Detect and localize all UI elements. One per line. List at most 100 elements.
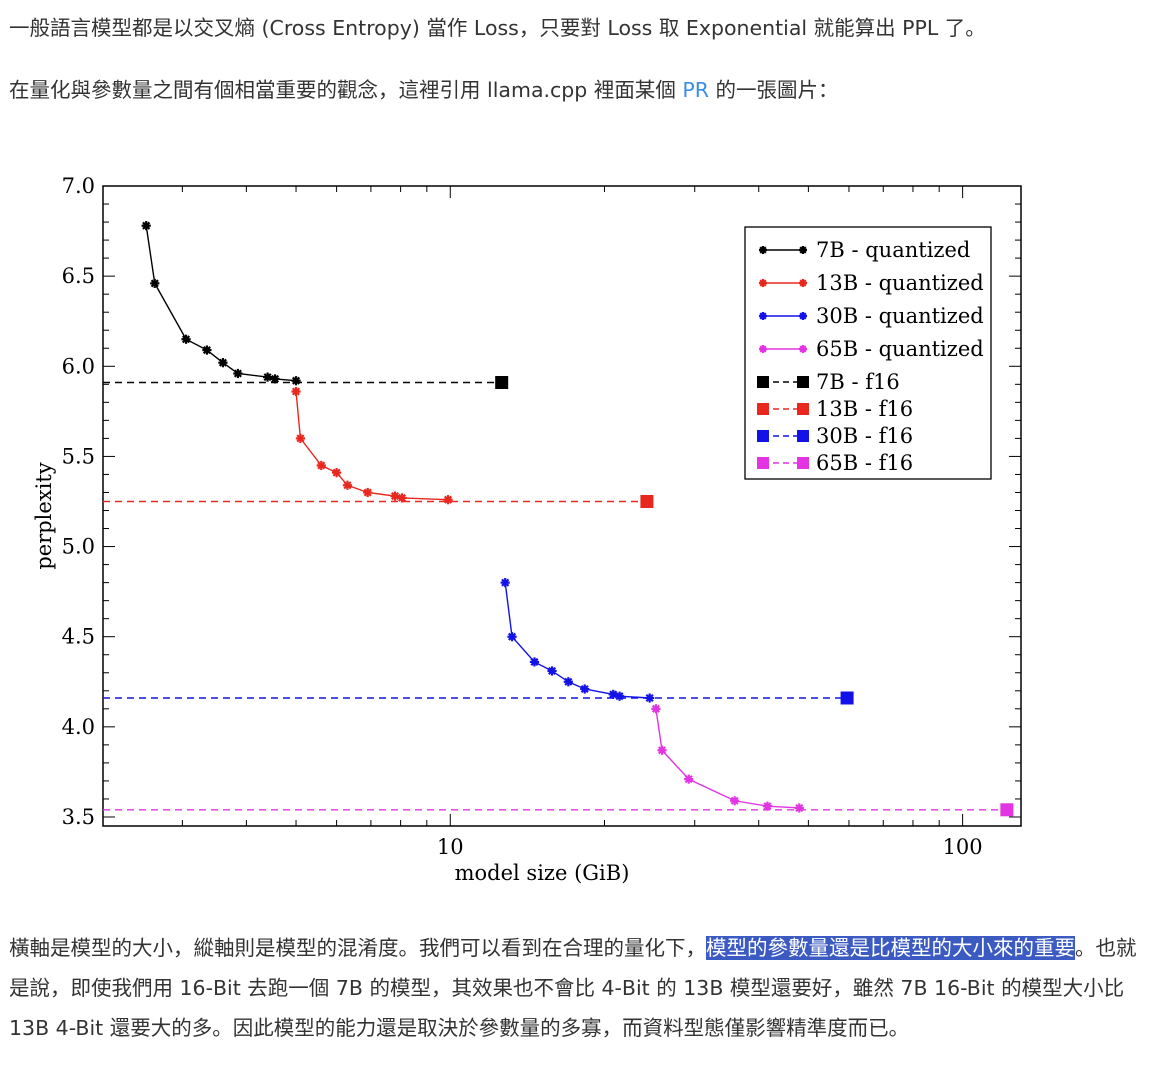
data-point <box>500 578 510 588</box>
legend-marker <box>799 312 807 320</box>
series-13b-quantized <box>291 386 453 505</box>
paragraph-conclusion-tail: 。也就是說，即使我們用 16-Bit 去跑一個 7B 的模型，其效果也不會比 4… <box>9 936 1137 1040</box>
data-point-square <box>1000 803 1014 817</box>
data-point <box>507 632 517 642</box>
data-point <box>181 334 191 344</box>
data-point <box>390 491 400 501</box>
y-tick-label: 4.5 <box>62 625 95 649</box>
data-point <box>233 368 243 379</box>
data-point <box>363 487 373 498</box>
x-tick-label: 100 <box>943 835 983 859</box>
series-layer <box>103 221 1014 817</box>
data-point <box>651 704 661 714</box>
paragraph-conclusion-text: 橫軸是模型的大小，縱軸則是模型的混淆度。我們可以看到在合理的量化下， <box>9 936 706 960</box>
data-point <box>331 468 342 478</box>
series-line <box>145 225 297 382</box>
data-point <box>218 358 228 368</box>
data-point <box>580 684 590 694</box>
legend-marker <box>759 246 767 254</box>
legend-label: 13B - f16 <box>816 397 913 421</box>
legend-box <box>744 226 992 480</box>
tick-labels: 3.5 4.0 4.5 5.0 5.5 6.0 6.5 7.0 10 100 <box>62 174 983 859</box>
legend-marker <box>797 403 809 415</box>
legend-label: 30B - f16 <box>816 424 913 448</box>
paragraph-reference-text: 在量化與參數量之間有個相當重要的觀念，這裡引用 llama.cpp 裡面某個 <box>9 78 683 102</box>
legend-marker <box>759 279 767 287</box>
data-point <box>529 657 540 667</box>
data-point-square <box>640 494 654 508</box>
y-axis-label: perplexity <box>32 462 56 569</box>
data-point <box>295 433 306 443</box>
y-tick-label: 6.0 <box>62 354 95 378</box>
x-tick-label: 10 <box>437 835 464 859</box>
paragraph-reference: 在量化與參數量之間有個相當重要的觀念，這裡引用 llama.cpp 裡面某個 P… <box>9 70 839 110</box>
data-point <box>443 495 453 505</box>
y-tick-label: 3.5 <box>62 805 95 829</box>
data-point <box>316 460 326 471</box>
pr-link[interactable]: PR <box>682 78 709 102</box>
y-tick-label: 5.5 <box>62 444 95 468</box>
data-point <box>291 386 301 397</box>
perplexity-chart: 3.5 4.0 4.5 5.0 5.5 6.0 6.5 7.0 10 100 7B - quant… <box>32 174 1022 885</box>
data-point <box>762 801 773 811</box>
legend-label: 13B - quantized <box>816 271 984 295</box>
legend-label: 30B - quantized <box>816 304 984 328</box>
series-line <box>295 391 449 501</box>
legend-marker <box>759 345 767 353</box>
paragraph-intro: 一般語言模型都是以交叉熵 (Cross Entropy) 當作 Loss，只要對… <box>9 16 986 40</box>
data-point <box>270 374 280 384</box>
y-tick-label: 6.5 <box>62 264 95 288</box>
plot-border <box>102 185 1022 827</box>
y-tick-label: 7.0 <box>62 174 95 198</box>
data-point <box>547 666 557 676</box>
series-65b-quantized <box>651 704 804 813</box>
legend-label: 7B - quantized <box>816 238 970 262</box>
data-point <box>342 480 353 490</box>
data-point <box>657 745 667 755</box>
data-point <box>202 345 212 355</box>
legend-label: 7B - f16 <box>816 370 900 394</box>
data-point <box>684 774 694 784</box>
legend-marker <box>757 457 769 469</box>
legend-marker <box>797 457 809 469</box>
legend: 7B - quantized 13B - quantized 30B - quant… <box>744 226 992 480</box>
paragraph-reference-tail: 的一張圖片： <box>708 78 839 102</box>
legend-marker <box>799 345 807 353</box>
paragraph-conclusion: 橫軸是模型的大小，縱軸則是模型的混淆度。我們可以看到在合理的量化下，模型的參數量… <box>9 928 1149 1048</box>
series-30b-f16 <box>103 691 854 705</box>
y-tick-label: 4.0 <box>62 715 95 739</box>
data-point <box>291 376 301 386</box>
data-point-square <box>840 691 854 705</box>
series-7b-quantized <box>141 221 301 386</box>
data-point <box>730 796 740 806</box>
data-point <box>150 278 160 288</box>
y-tick-label: 5.0 <box>62 535 95 559</box>
series-65b-f16 <box>103 803 1014 817</box>
legend-label: 65B - quantized <box>816 337 984 361</box>
series-13b-f16 <box>103 494 654 508</box>
data-point <box>614 691 625 701</box>
data-point <box>563 677 573 687</box>
legend-marker <box>799 246 807 254</box>
legend-marker <box>757 403 769 415</box>
series-line <box>504 582 650 699</box>
data-point <box>397 493 407 503</box>
legend-marker <box>797 430 809 442</box>
data-point <box>262 372 273 382</box>
legend-marker <box>799 279 807 287</box>
data-point <box>141 221 151 231</box>
series-line <box>655 708 800 809</box>
series-30b-quantized <box>500 578 655 703</box>
series-7b-f16 <box>103 376 509 390</box>
legend-marker <box>759 312 767 320</box>
data-point <box>794 803 804 813</box>
legend-label: 65B - f16 <box>816 451 913 475</box>
plot-frame <box>102 185 1022 827</box>
legend-marker <box>757 376 769 388</box>
legend-marker <box>757 430 769 442</box>
data-point-square <box>495 376 509 390</box>
highlighted-text[interactable]: 模型的參數量還是比模型的大小來的重要 <box>706 936 1075 960</box>
x-axis-label: model size (GiB) <box>455 861 630 885</box>
axis-ticks <box>103 185 1021 826</box>
legend-marker <box>797 376 809 388</box>
